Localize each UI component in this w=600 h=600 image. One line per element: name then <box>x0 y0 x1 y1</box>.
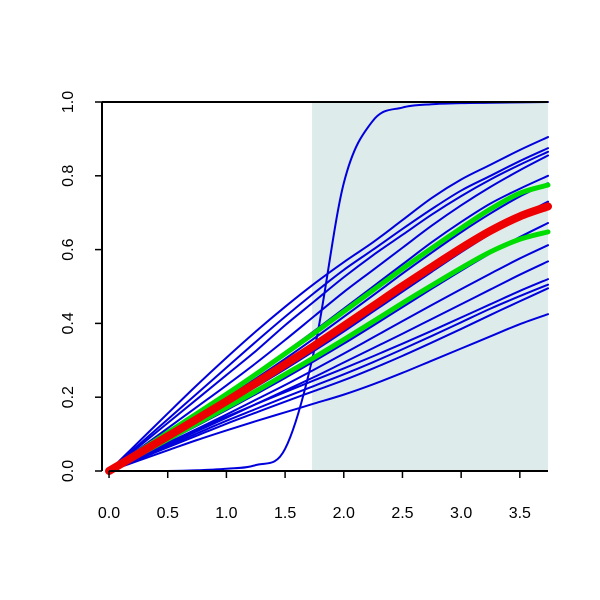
series-line-14 <box>108 313 549 472</box>
series-line-13 <box>108 287 549 472</box>
y-axis-ticks: 0.0 0.2 0.4 0.6 0.8 1.0 <box>60 91 102 482</box>
series-line-1 <box>108 136 549 472</box>
y-tick-label-5: 1.0 <box>60 91 77 113</box>
y-tick-label-4: 0.8 <box>60 165 77 187</box>
x-tick-label-2: 1.0 <box>215 505 237 522</box>
y-tick-label-0: 0.0 <box>60 460 77 482</box>
x-tick-label-3: 1.5 <box>274 505 296 522</box>
y-tick-label-2: 0.4 <box>60 312 77 334</box>
series-line-17 <box>105 202 552 475</box>
series-line-10 <box>108 260 549 472</box>
y-tick-label-3: 0.6 <box>60 238 77 260</box>
series-line-4 <box>108 154 549 472</box>
x-tick-label-0: 0.0 <box>98 505 120 522</box>
y-tick-label-1: 0.2 <box>60 386 77 408</box>
series-line-3 <box>108 150 549 472</box>
x-tick-label-1: 0.5 <box>157 505 179 522</box>
x-tick-label-6: 3.0 <box>450 505 472 522</box>
x-tick-label-4: 2.0 <box>333 505 355 522</box>
series-line-11 <box>108 278 549 472</box>
series-line-2 <box>108 147 549 472</box>
series-line-12 <box>108 283 549 472</box>
x-tick-label-7: 3.5 <box>509 505 531 522</box>
x-axis-ticks: 0.0 0.5 1.0 1.5 2.0 2.5 3.0 3.5 <box>98 471 531 522</box>
series-layer <box>105 101 552 475</box>
x-tick-label-5: 2.5 <box>391 505 413 522</box>
